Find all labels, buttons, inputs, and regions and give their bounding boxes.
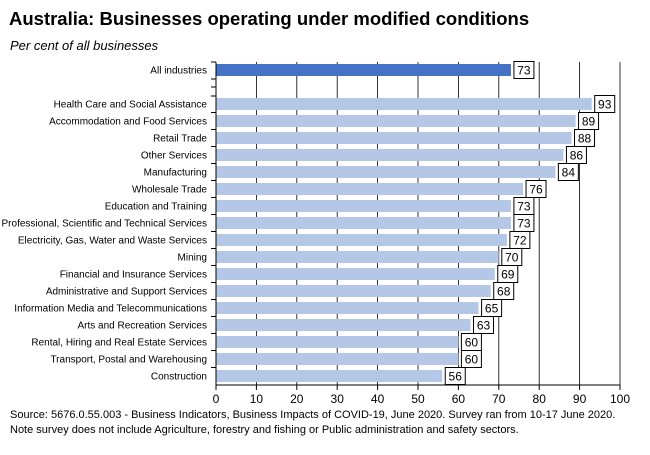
bar-retail-trade [216, 132, 572, 144]
category-label: Information Media and Telecommunications [14, 304, 207, 315]
category-label: Financial and Insurance Services [60, 270, 207, 281]
x-tick-label: 40 [371, 392, 385, 405]
bar-electricity-gas-water-and-waste-services [216, 234, 507, 246]
data-label-box [594, 95, 616, 113]
bar-education-and-training [216, 200, 511, 212]
category-label: Construction [151, 372, 207, 383]
x-tick-label: 60 [452, 392, 466, 405]
data-label: 88 [578, 132, 592, 146]
labels: 0 10 20 30 40 50 60 70 80 90 100 All industries 73 He… [2, 61, 630, 405]
category-label: Retail Trade [153, 134, 207, 145]
category-label: Electricity, Gas, Water and Waste Servic… [18, 236, 207, 247]
data-label: 73 [517, 200, 531, 214]
data-label-box [525, 180, 547, 198]
bar-health-care-and-social-assistance [216, 98, 592, 110]
chart-title: Australia: Businesses operating under mo… [9, 8, 530, 29]
data-label: 84 [562, 166, 576, 180]
bar-administrative-and-support-services [216, 285, 491, 297]
x-tick-label: 50 [411, 392, 425, 405]
bar-all-industries [216, 64, 511, 76]
data-label: 60 [465, 336, 479, 350]
bar-transport-postal-and-warehousing [216, 353, 459, 365]
category-label: Arts and Recreation Services [77, 321, 207, 332]
bar-other-services [216, 149, 564, 161]
x-tick-label: 100 [610, 392, 630, 405]
category-label: Education and Training [105, 202, 207, 213]
category-label: Administrative and Support Services [46, 287, 207, 298]
bar-financial-and-insurance-services [216, 268, 495, 280]
x-tick-label: 20 [290, 392, 304, 405]
bar-professional-scientific-and-technical-services [216, 217, 511, 229]
category-label: Mining [178, 253, 207, 264]
bars [216, 64, 592, 382]
bar-information-media-and-telecommunications [216, 302, 479, 314]
data-label-box [493, 282, 515, 300]
data-label: 89 [582, 115, 596, 129]
category-label: Other Services [141, 151, 207, 162]
bar-construction [216, 370, 443, 382]
data-label-box [513, 61, 535, 79]
data-label-box [473, 316, 495, 334]
data-label: 73 [517, 64, 531, 78]
data-label-box [557, 163, 579, 181]
category-label: Transport, Postal and Warehousing [50, 355, 207, 366]
data-label: 68 [497, 285, 511, 299]
category-label: Manufacturing [144, 168, 207, 179]
chart-subtitle: Per cent of all businesses [10, 38, 159, 53]
bar-rental-hiring-and-real-estate-services [216, 336, 459, 348]
x-tick-label: 70 [492, 392, 506, 405]
x-tick-label: 0 [213, 392, 220, 405]
category-label: Wholesale Trade [132, 185, 207, 196]
bar-mining [216, 251, 499, 263]
data-label-box [444, 367, 466, 385]
x-tick-label: 10 [250, 392, 264, 405]
data-label: 86 [570, 149, 584, 163]
data-label: 69 [501, 268, 515, 282]
data-label: 65 [485, 302, 499, 316]
x-tick-label: 30 [331, 392, 345, 405]
data-label: 70 [505, 251, 519, 265]
data-label: 76 [529, 183, 543, 197]
data-label: 56 [449, 370, 463, 384]
x-tick-label: 80 [533, 392, 547, 405]
category-label: Health Care and Social Assistance [54, 100, 208, 111]
data-label: 63 [477, 319, 491, 333]
data-label: 72 [513, 234, 527, 248]
bar-accommodation-and-food-services [216, 115, 576, 127]
bar-arts-and-recreation-services [216, 319, 471, 331]
bar-manufacturing [216, 166, 556, 178]
bar-wholesale-trade [216, 183, 524, 195]
source-note: Source: 5676.0.55.003 - Business Indicat… [10, 409, 616, 436]
category-label: All industries [150, 66, 207, 77]
category-label: Professional, Scientific and Technical S… [2, 219, 207, 230]
data-label-box [460, 350, 482, 368]
axes [211, 61, 621, 390]
x-tick-label: 90 [573, 392, 587, 405]
data-label: 93 [598, 98, 612, 112]
category-label: Accommodation and Food Services [49, 117, 207, 128]
data-label: 60 [465, 353, 479, 367]
bar-chart: 0 10 20 30 40 50 60 70 80 90 100 All industries 73 He… [2, 61, 630, 405]
category-label: Rental, Hiring and Real Estate Services [31, 338, 207, 349]
data-label: 73 [517, 217, 531, 231]
